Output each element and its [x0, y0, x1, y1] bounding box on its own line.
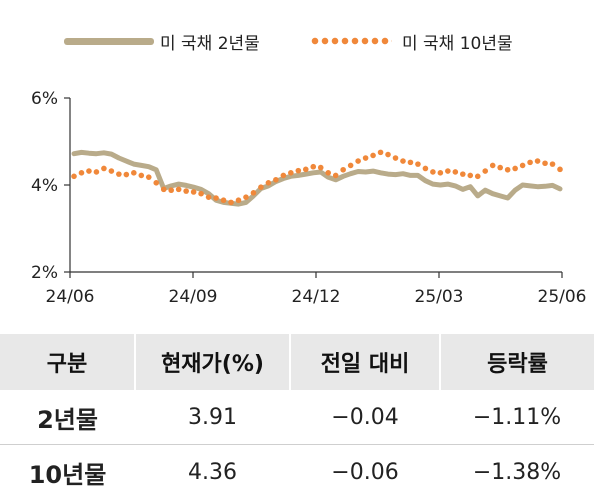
series-point-10y	[116, 171, 122, 177]
row-change: −0.04	[331, 404, 399, 430]
x-tick-label: 24/09	[169, 287, 218, 307]
series-point-10y	[288, 170, 294, 176]
series-point-10y	[71, 173, 77, 180]
yield-summary-table: 구분 현재가(%) 전일 대비 등락률 2년물 3.91 −0.04 −1.11…	[0, 334, 594, 499]
series-point-10y	[101, 165, 107, 172]
series-point-10y	[445, 168, 451, 174]
series-point-10y	[280, 172, 287, 179]
table-row: 2년물 3.91 −0.04 −1.11%	[0, 390, 594, 445]
series-point-10y	[168, 187, 174, 194]
series-point-10y	[542, 160, 548, 167]
series-point-10y	[78, 170, 85, 176]
series-point-10y	[512, 165, 518, 172]
series-point-10y	[295, 167, 302, 174]
series-point-10y	[235, 197, 242, 204]
legend-item-2y: 미 국채 2년물	[64, 26, 260, 56]
series-point-10y	[273, 176, 279, 183]
series-point-10y	[474, 173, 481, 180]
series-point-10y	[138, 172, 145, 179]
series-point-10y	[86, 168, 92, 174]
series-point-10y	[123, 171, 130, 178]
legend-swatch-10y	[310, 37, 392, 45]
series-point-10y	[145, 174, 152, 180]
row-current: 3.91	[188, 404, 237, 430]
series-point-10y	[250, 190, 257, 196]
legend-label-10y: 미 국채 10년물	[402, 33, 513, 54]
series-point-10y	[430, 169, 436, 175]
series-point-10y	[183, 188, 189, 194]
series-point-10y	[108, 168, 115, 174]
series-point-10y	[460, 171, 466, 177]
row-rate: −1.38%	[440, 444, 594, 499]
series-point-10y	[160, 186, 167, 193]
x-tick-label: 24/12	[292, 287, 341, 307]
series-point-10y	[497, 164, 503, 171]
series-point-10y	[258, 184, 264, 190]
series-point-10y	[504, 166, 511, 173]
series-point-10y	[131, 170, 137, 176]
table-row: 10년물 4.36 −0.06 −1.38%	[0, 444, 594, 499]
series-point-10y	[370, 152, 376, 159]
series-point-10y	[355, 158, 361, 164]
x-tick-label: 25/03	[415, 287, 464, 307]
row-name: 2년물	[37, 405, 98, 434]
series-point-10y	[534, 158, 541, 164]
series-point-10y	[340, 166, 346, 173]
series-point-10y	[407, 159, 414, 166]
series-point-10y	[310, 163, 317, 170]
table-header-row: 구분 현재가(%) 전일 대비 등락률	[0, 334, 594, 390]
y-tick-label: 2%	[31, 263, 58, 283]
row-name: 10년물	[0, 444, 135, 499]
y-tick-label: 6%	[31, 89, 58, 109]
yield-line-chart: 6% 4% 2% 24/06 24/09 24/12 25/03 25/06	[31, 89, 587, 307]
series-point-10y	[190, 189, 197, 195]
series-point-10y	[317, 164, 324, 171]
series-point-10y	[452, 169, 459, 175]
series-point-10y	[175, 186, 182, 193]
series-point-10y	[415, 161, 421, 167]
series-point-10y	[527, 159, 533, 166]
series-point-10y	[213, 195, 219, 201]
series-point-10y	[385, 151, 391, 158]
series-line-2y	[71, 149, 563, 207]
series-point-10y	[265, 180, 272, 186]
legend-item-10y: 미 국채 10년물	[310, 26, 513, 56]
series-point-10y	[302, 166, 309, 173]
series-point-10y	[220, 197, 227, 204]
header-current-price: 현재가(%)	[135, 334, 291, 390]
y-tick-label: 4%	[31, 176, 58, 196]
x-tick-label: 25/06	[538, 287, 587, 307]
legend-swatch-2y	[64, 37, 154, 45]
series-point-10y	[362, 155, 369, 161]
series-point-10y	[243, 194, 249, 200]
row-rate: −1.11%	[472, 404, 562, 430]
series-point-10y	[228, 199, 234, 206]
header-change-rate: 등락률	[440, 334, 594, 390]
series-point-10y	[198, 190, 204, 197]
series-point-10y	[153, 180, 160, 186]
legend-label-2y: 미 국채 2년물	[160, 33, 260, 54]
series-point-10y	[489, 162, 496, 169]
header-day-change: 전일 대비	[290, 334, 441, 390]
chart-legend: 미 국채 2년물 미 국채 10년물	[0, 26, 594, 56]
series-point-10y	[482, 168, 489, 174]
row-current: 4.36	[135, 444, 290, 499]
series-point-10y	[557, 166, 563, 173]
series-point-10y	[347, 162, 354, 169]
series-point-10y	[422, 165, 429, 172]
series-point-10y	[93, 169, 100, 175]
series-point-10y	[467, 172, 474, 179]
series-point-10y	[400, 158, 406, 164]
header-category: 구분	[0, 334, 136, 390]
x-tick-label: 24/06	[46, 287, 95, 307]
row-change: −0.06	[290, 444, 440, 499]
series-point-10y	[377, 149, 384, 156]
series-point-10y	[205, 194, 212, 200]
series-point-10y	[549, 161, 556, 167]
series-point-10y	[392, 155, 399, 161]
series-point-10y	[332, 172, 339, 179]
series-point-10y	[519, 162, 526, 169]
series-point-10y	[325, 170, 332, 176]
series-point-10y	[437, 170, 444, 176]
